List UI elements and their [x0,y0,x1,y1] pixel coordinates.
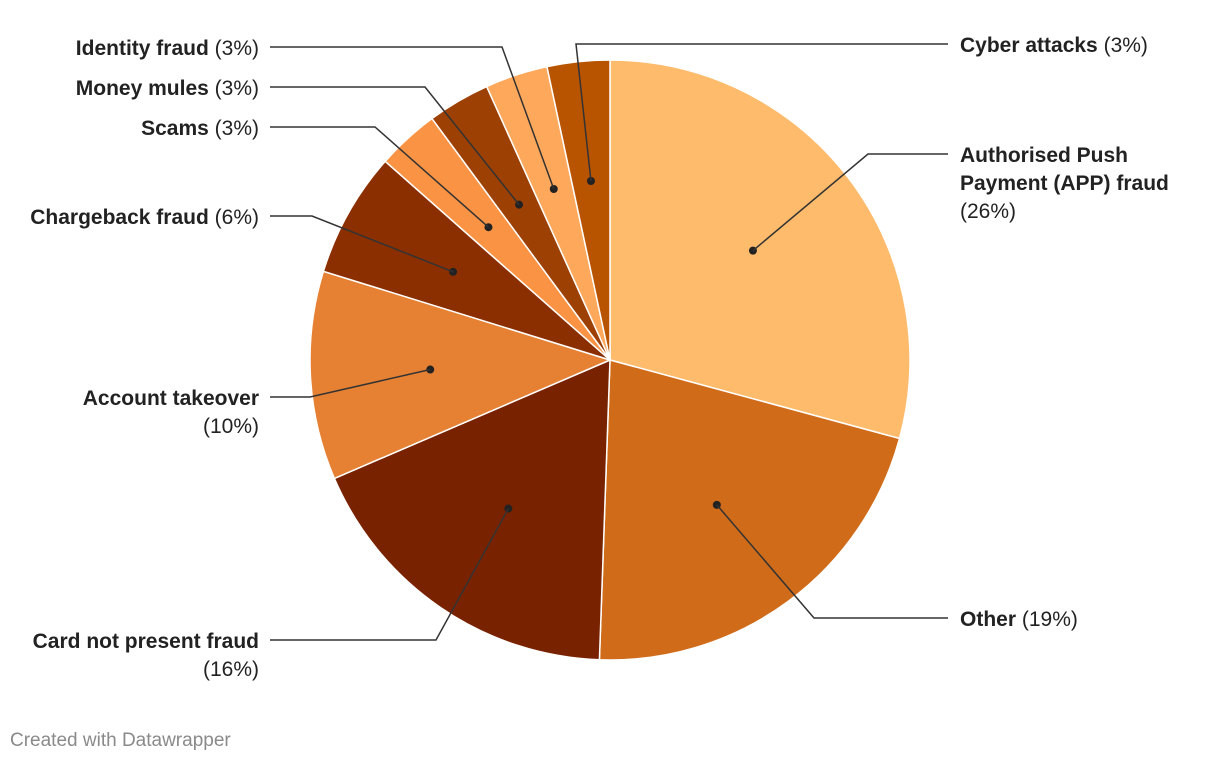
slice-label-7: Identity fraud (3%) [76,37,259,60]
slice-label-8: Cyber attacks (3%) [960,34,1148,57]
slice-labels: Authorised Push Payment (APP) fraud (26%) O… [30,34,1169,681]
leader-line-3 [270,368,431,398]
pie-slice-3 [309,270,613,480]
footer-credit: Created with Datawrapper [10,730,231,751]
leader-line-8 [575,43,948,182]
slice-label-0-line1: Payment (APP) fraud [960,172,1169,195]
leader-line-5 [270,126,489,228]
slice-label-3-line1: (10%) [203,415,259,438]
leader-line-1 [716,504,948,619]
slice-label-0: Authorised Push [960,144,1128,167]
leader-line-0 [752,153,948,252]
slice-label-2-line1: (16%) [203,658,259,681]
leader-line-6 [270,86,520,206]
leader-lines [270,43,948,641]
pie-slice-4 [322,160,611,361]
pie-slice-1 [598,359,901,661]
slice-label-0-line2: (26%) [960,200,1016,223]
slice-label-6: Money mules (3%) [76,77,259,100]
leader-line-4 [270,215,454,273]
pie-slice-0 [609,59,911,440]
leader-line-2 [270,508,510,641]
pie-slice-2 [333,358,611,661]
slice-label-5: Scams (3%) [141,117,259,140]
slice-label-1: Other (19%) [960,608,1078,631]
slice-label-3: Account takeover [83,387,259,410]
slice-label-4: Chargeback fraud (6%) [30,206,259,229]
leader-line-7 [270,46,555,190]
pie-slices [309,59,911,661]
slice-label-2: Card not present fraud [33,630,259,653]
